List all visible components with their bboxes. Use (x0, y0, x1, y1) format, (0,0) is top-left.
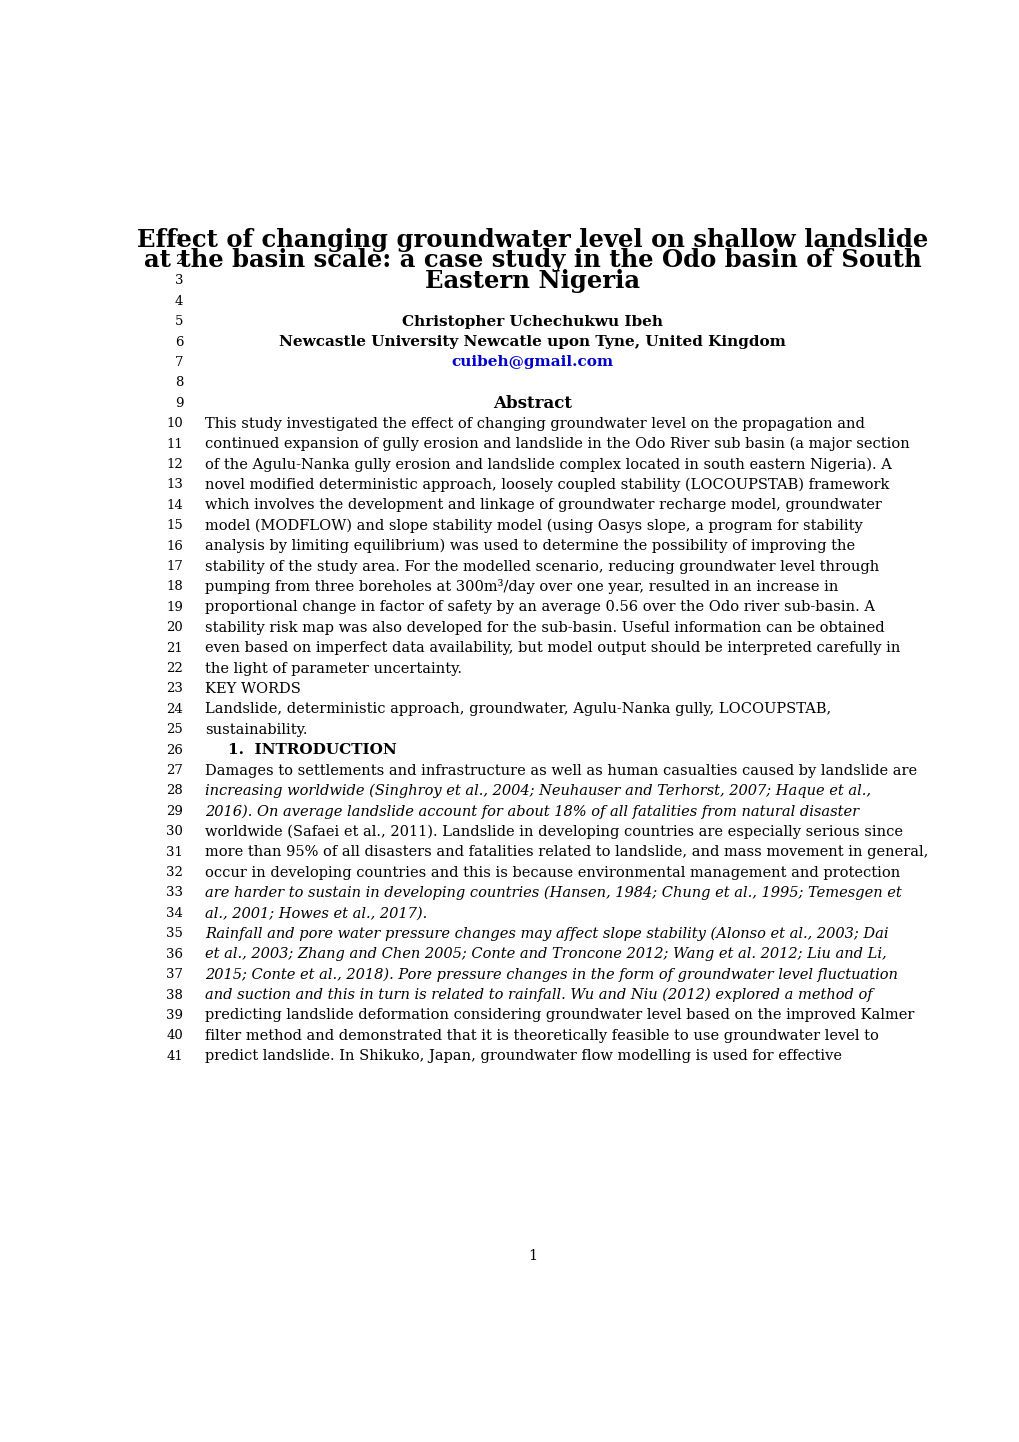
Text: Abstract: Abstract (492, 395, 572, 412)
Text: 2015; Conte et al., 2018). Pore pressure changes in the form of groundwater leve: 2015; Conte et al., 2018). Pore pressure… (205, 968, 897, 982)
Text: 31: 31 (166, 845, 183, 858)
Text: 30: 30 (166, 825, 183, 838)
Text: stability risk map was also developed for the sub-basin. Useful information can : stability risk map was also developed fo… (205, 620, 883, 634)
Text: 25: 25 (166, 724, 183, 737)
Text: 9: 9 (174, 397, 183, 410)
Text: at the basin scale: a case study in the Odo basin of South: at the basin scale: a case study in the … (144, 248, 920, 273)
Text: 17: 17 (166, 559, 183, 572)
Text: more than 95% of all disasters and fatalities related to landslide, and mass mov: more than 95% of all disasters and fatal… (205, 845, 927, 859)
Text: 1: 1 (174, 234, 183, 247)
Text: 20: 20 (166, 622, 183, 634)
Text: 39: 39 (166, 1009, 183, 1022)
Text: predict landslide. In Shikuko, Japan, groundwater flow modelling is used for eff: predict landslide. In Shikuko, Japan, gr… (205, 1050, 841, 1063)
Text: analysis by limiting equilibrium) was used to determine the possibility of impro: analysis by limiting equilibrium) was us… (205, 539, 854, 554)
Text: 4: 4 (174, 294, 183, 307)
Text: 36: 36 (166, 947, 183, 960)
Text: 1: 1 (528, 1249, 536, 1263)
Text: even based on imperfect data availability, but model output should be interprete: even based on imperfect data availabilit… (205, 642, 900, 655)
Text: increasing worldwide (Singhroy et al., 2004; Neuhauser and Terhorst, 2007; Haque: increasing worldwide (Singhroy et al., 2… (205, 784, 870, 799)
Text: 41: 41 (166, 1050, 183, 1063)
Text: 15: 15 (166, 519, 183, 532)
Text: 21: 21 (166, 642, 183, 655)
Text: are harder to sustain in developing countries (Hansen, 1984; Chung et al., 1995;: are harder to sustain in developing coun… (205, 885, 901, 900)
Text: cuibeh@gmail.com: cuibeh@gmail.com (451, 356, 612, 369)
Text: 8: 8 (174, 376, 183, 389)
Text: 16: 16 (166, 539, 183, 552)
Text: Effect of changing groundwater level on shallow landslide: Effect of changing groundwater level on … (137, 228, 927, 252)
Text: filter method and demonstrated that it is theoretically feasible to use groundwa: filter method and demonstrated that it i… (205, 1028, 878, 1043)
Text: 14: 14 (166, 499, 183, 512)
Text: Rainfall and pore water pressure changes may affect slope stability (Alonso et a: Rainfall and pore water pressure changes… (205, 927, 888, 942)
Text: 27: 27 (166, 764, 183, 777)
Text: worldwide (Safaei et al., 2011). Landslide in developing countries are especiall: worldwide (Safaei et al., 2011). Landsli… (205, 825, 902, 839)
Text: et al., 2003; Zhang and Chen 2005; Conte and Troncone 2012; Wang et al. 2012; Li: et al., 2003; Zhang and Chen 2005; Conte… (205, 947, 886, 962)
Text: 34: 34 (166, 907, 183, 920)
Text: 23: 23 (166, 682, 183, 695)
Text: 7: 7 (174, 356, 183, 369)
Text: Landslide, deterministic approach, groundwater, Agulu-Nanka gully, LOCOUPSTAB,: Landslide, deterministic approach, groun… (205, 702, 830, 717)
Text: the light of parameter uncertainty.: the light of parameter uncertainty. (205, 662, 462, 675)
Text: 18: 18 (166, 581, 183, 594)
Text: of the Agulu-Nanka gully erosion and landslide complex located in south eastern : of the Agulu-Nanka gully erosion and lan… (205, 457, 891, 472)
Text: This study investigated the effect of changing groundwater level on the propagat: This study investigated the effect of ch… (205, 417, 864, 431)
Text: Eastern Nigeria: Eastern Nigeria (425, 268, 639, 293)
Text: 6: 6 (174, 336, 183, 349)
Text: pumping from three boreholes at 300m³/day over one year, resulted in an increase: pumping from three boreholes at 300m³/da… (205, 580, 838, 594)
Text: 38: 38 (166, 989, 183, 1002)
Text: continued expansion of gully erosion and landslide in the Odo River sub basin (a: continued expansion of gully erosion and… (205, 437, 909, 451)
Text: model (MODFLOW) and slope stability model (using Oasys slope, a program for stab: model (MODFLOW) and slope stability mode… (205, 519, 862, 534)
Text: sustainability.: sustainability. (205, 722, 307, 737)
Text: proportional change in factor of safety by an average 0.56 over the Odo river su: proportional change in factor of safety … (205, 600, 874, 614)
Text: 29: 29 (166, 805, 183, 818)
Text: 3: 3 (174, 274, 183, 287)
Text: 35: 35 (166, 927, 183, 940)
Text: 1.  INTRODUCTION: 1. INTRODUCTION (228, 743, 396, 757)
Text: occur in developing countries and this is because environmental management and p: occur in developing countries and this i… (205, 865, 900, 880)
Text: KEY WORDS: KEY WORDS (205, 682, 301, 696)
Text: al., 2001; Howes et al., 2017).: al., 2001; Howes et al., 2017). (205, 907, 427, 920)
Text: Newcastle University Newcatle upon Tyne, United Kingdom: Newcastle University Newcatle upon Tyne,… (279, 335, 785, 349)
Text: 33: 33 (166, 887, 183, 900)
Text: stability of the study area. For the modelled scenario, reducing groundwater lev: stability of the study area. For the mod… (205, 559, 878, 574)
Text: 12: 12 (166, 459, 183, 472)
Text: 5: 5 (174, 316, 183, 329)
Text: and suction and this in turn is related to rainfall. Wu and Niu (2012) explored : and suction and this in turn is related … (205, 988, 872, 1002)
Text: novel modified deterministic approach, loosely coupled stability (LOCOUPSTAB) fr: novel modified deterministic approach, l… (205, 477, 889, 492)
Text: Damages to settlements and infrastructure as well as human casualties caused by : Damages to settlements and infrastructur… (205, 764, 916, 777)
Text: predicting landslide deformation considering groundwater level based on the impr: predicting landslide deformation conside… (205, 1008, 913, 1022)
Text: 32: 32 (166, 867, 183, 880)
Text: 2016). On average landslide account for about 18% of all fatalities from natural: 2016). On average landslide account for … (205, 805, 858, 819)
Text: Christopher Uchechukwu Ibeh: Christopher Uchechukwu Ibeh (401, 314, 662, 329)
Text: 28: 28 (166, 784, 183, 797)
Text: 19: 19 (166, 601, 183, 614)
Text: 40: 40 (166, 1030, 183, 1043)
Text: 22: 22 (166, 662, 183, 675)
Text: 26: 26 (166, 744, 183, 757)
Text: 13: 13 (166, 479, 183, 492)
Text: 11: 11 (166, 437, 183, 450)
Text: 10: 10 (166, 417, 183, 430)
Text: 2: 2 (174, 254, 183, 267)
Text: 37: 37 (166, 968, 183, 981)
Text: 24: 24 (166, 702, 183, 715)
Text: which involves the development and linkage of groundwater recharge model, ground: which involves the development and linka… (205, 499, 881, 512)
